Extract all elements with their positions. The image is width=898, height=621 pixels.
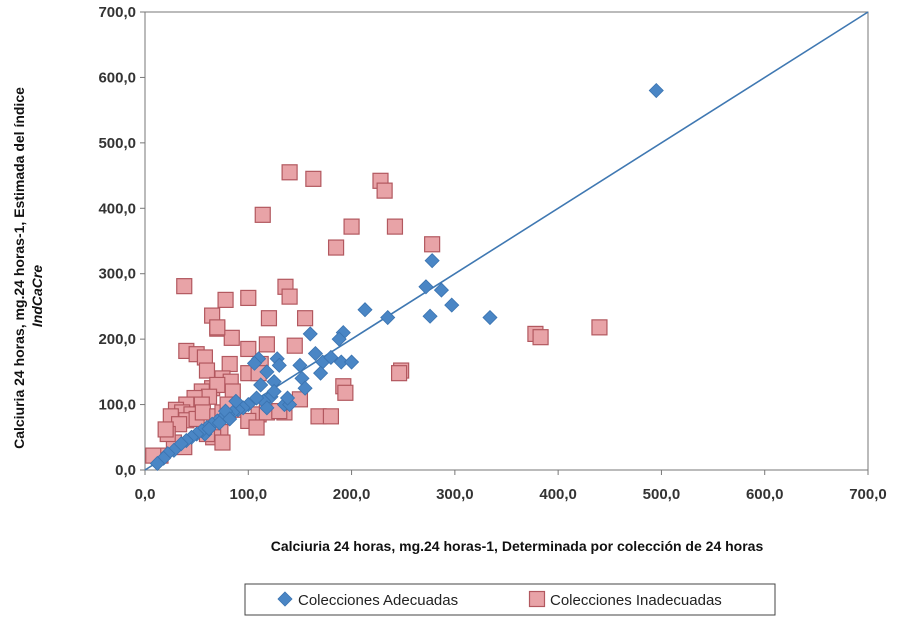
identity-line — [144, 11, 869, 471]
y-tick-label: 300,0 — [98, 266, 136, 283]
adecuada-point — [422, 308, 438, 324]
x-tick-label: 700,0 — [849, 486, 887, 503]
inadecuada-point — [214, 434, 231, 451]
adecuada-point — [292, 357, 308, 373]
inadecuada-point — [198, 362, 216, 379]
legend-diamond-icon — [277, 591, 293, 607]
adecuada-point — [380, 309, 396, 326]
y-axis-title: Calciuria 24 horas, mg.24 horas-1, Estim… — [11, 87, 27, 449]
inadecuada-point — [296, 310, 314, 327]
inadecuada-point — [281, 288, 298, 305]
adecuada-point — [323, 349, 339, 366]
inadecuada-point — [209, 319, 226, 336]
adecuada-point — [418, 279, 434, 295]
adecuada-point — [201, 421, 217, 437]
adecuada-point — [266, 383, 282, 400]
y-axis-tick-labels: 0,0 100,0 200,0 300,0 400,0 500,0 600,0 700,0 — [98, 4, 145, 479]
adecuada-point — [259, 364, 275, 380]
inadecuada-point — [386, 218, 404, 235]
inadecuada-point — [591, 319, 608, 336]
y-tick-label: 600,0 — [98, 69, 136, 86]
inadecuada-point — [532, 329, 549, 346]
x-tick-label: 300,0 — [436, 486, 474, 503]
legend: Colecciones Adecuadas Colecciones Inadec… — [244, 583, 776, 616]
adecuada-point — [302, 326, 318, 342]
y-tick-label: 0,0 — [115, 462, 136, 479]
inadecuada-point — [281, 164, 298, 181]
adecuada-point — [344, 354, 360, 370]
adecuada-point — [248, 390, 265, 406]
adecuada-point — [357, 302, 373, 318]
adecuada-point — [259, 400, 275, 416]
adecuada-point — [424, 253, 440, 269]
y-tick-label: 100,0 — [98, 397, 136, 414]
inadecuada-point — [390, 365, 408, 382]
y-axis-title-index-name: IndCaCre — [29, 265, 45, 327]
adecuada-point — [648, 82, 664, 99]
inadecuada-point — [258, 336, 275, 353]
inadecuada-point — [157, 421, 174, 438]
adecuada-point — [307, 345, 323, 362]
x-axis-title: Calciuria 24 horas, mg.24 horas-1, Deter… — [271, 538, 764, 554]
legend-label-inadecuadas: Colecciones Inadecuadas — [550, 592, 722, 609]
inadecuada-point — [176, 278, 193, 295]
inadecuada-point — [305, 170, 322, 187]
adecuada-point — [331, 331, 347, 347]
x-tick-label: 500,0 — [643, 486, 681, 503]
inadecuada-point — [343, 218, 360, 235]
inadecuada-point — [223, 329, 240, 346]
legend-square-icon — [528, 590, 546, 608]
y-tick-label: 200,0 — [98, 331, 136, 348]
adecuada-point — [246, 355, 263, 371]
x-tick-label: 600,0 — [746, 486, 784, 503]
inadecuada-point — [194, 404, 211, 421]
identity-reference-line — [144, 11, 869, 471]
adecuada-point — [313, 365, 329, 381]
inadecuada-point — [217, 291, 234, 308]
legend-label-adecuadas: Colecciones Adecuadas — [298, 592, 458, 609]
adecuada-point — [482, 309, 498, 326]
inadecuada-point — [260, 310, 278, 327]
inadecuada-point — [240, 289, 257, 307]
inadecuada-point — [286, 337, 303, 354]
y-tick-label: 700,0 — [98, 4, 136, 21]
data-points — [145, 82, 664, 472]
inadecuada-point — [240, 340, 257, 358]
x-axis-tick-labels: 0,0 100,0 200,0 300,0 400,0 500,0 600,0 700,0 — [135, 470, 887, 503]
adecuada-point — [228, 393, 244, 409]
inadecuada-point — [327, 239, 345, 256]
inadecuada-point — [376, 182, 393, 199]
x-tick-label: 200,0 — [333, 486, 371, 503]
adecuada-point — [253, 377, 269, 393]
adecuada-point — [297, 380, 313, 396]
x-tick-label: 100,0 — [230, 486, 268, 503]
adecuada-point — [433, 282, 449, 298]
inadecuada-point — [254, 206, 271, 223]
y-tick-label: 500,0 — [98, 135, 136, 152]
inadecuada-point — [322, 408, 340, 425]
inadecuada-point — [248, 419, 265, 436]
inadecuada-point — [221, 355, 238, 373]
adecuada-point — [333, 354, 349, 370]
adecuada-point — [149, 455, 165, 472]
y-tick-label: 400,0 — [98, 200, 136, 217]
adecuada-point — [211, 415, 227, 431]
x-tick-label: 400,0 — [539, 486, 577, 503]
adecuada-point — [444, 297, 460, 313]
adecuada-point — [271, 357, 287, 373]
inadecuada-point — [424, 236, 441, 253]
legend-box — [244, 583, 776, 616]
inadecuada-point — [337, 384, 354, 401]
x-tick-label: 0,0 — [135, 486, 156, 503]
adecuada-point — [279, 390, 296, 406]
